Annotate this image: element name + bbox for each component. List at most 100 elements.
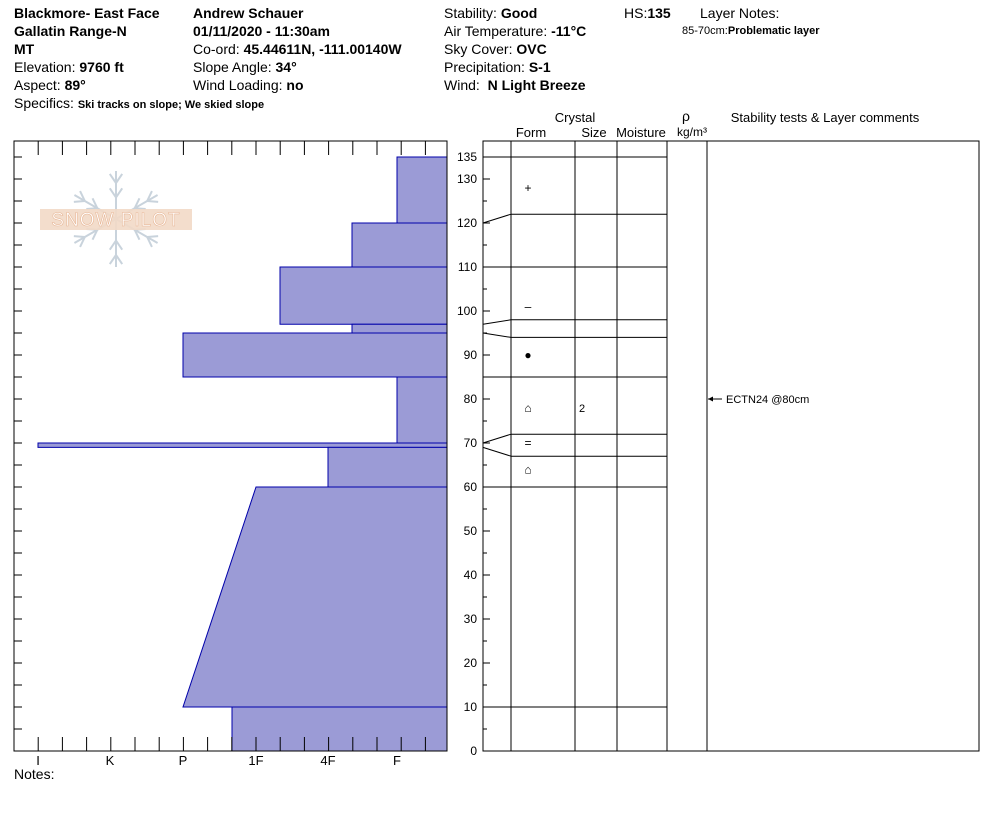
snowflake-branch xyxy=(115,240,124,251)
sky-cover: Sky Cover: OVC xyxy=(444,41,547,57)
stability-test-label: ECTN24 @80cm xyxy=(726,394,809,406)
crystal-form-symbol: = xyxy=(524,436,531,450)
snow-height: HS:135 xyxy=(624,5,671,21)
height-tick-label: 40 xyxy=(464,568,478,582)
hardness-bar xyxy=(231,706,448,752)
hardness-axis-labels: I K P 1F 4F F xyxy=(36,753,401,768)
height-tick-label: 80 xyxy=(464,392,478,406)
stability-tests: ECTN24 @80cm xyxy=(708,394,809,406)
layer-connector xyxy=(482,319,512,325)
crystal-form-symbol: + xyxy=(524,181,531,195)
layer-table xyxy=(482,140,980,752)
col-comments: Stability tests & Layer comments xyxy=(731,110,920,125)
logo-banner xyxy=(40,209,192,230)
snowflake-branch xyxy=(146,190,153,202)
header-middle: Andrew Schauer 01/11/2020 - 11:30am Co-o… xyxy=(193,4,402,94)
layer-notes-label: Layer Notes: xyxy=(700,5,780,21)
snowflake-branch xyxy=(79,236,86,248)
col-form: Form xyxy=(516,125,546,140)
hardness-ticks xyxy=(13,141,426,752)
coordinates: Co-ord: 45.44611N, -111.00140W xyxy=(193,41,402,57)
snowflake-branch xyxy=(91,229,99,241)
snowflake-branch xyxy=(133,197,141,209)
hardness-bar xyxy=(327,446,448,488)
hardness-bar xyxy=(182,332,448,378)
snowflake-branch xyxy=(115,254,124,265)
hardness-label: P xyxy=(179,753,188,768)
height-tick-label: 0 xyxy=(470,744,477,758)
height-tick-label: 120 xyxy=(457,216,477,230)
height-tick-label: 70 xyxy=(464,436,478,450)
wind: Wind: N Light Breeze xyxy=(444,77,586,93)
hardness-frame xyxy=(13,140,448,752)
height-tick-label: 90 xyxy=(464,348,478,362)
layer-note: 85-70cm:Problematic layer xyxy=(682,25,820,37)
stability: Stability: Good xyxy=(444,5,538,21)
hardness-label: K xyxy=(106,753,115,768)
col-rho: ρ xyxy=(682,108,690,124)
precipitation: Precipitation: S-1 xyxy=(444,59,551,75)
logo-text: SNOW PILOT xyxy=(51,210,180,231)
crystal-form-symbol: ⌂ xyxy=(524,462,531,476)
hardness-label: I xyxy=(36,753,40,768)
snowflake-branch xyxy=(73,235,85,238)
state-name: MT xyxy=(14,41,35,57)
height-tick-label: 30 xyxy=(464,612,478,626)
slope-angle: Slope Angle: 34° xyxy=(193,59,297,75)
snowflake-branch xyxy=(73,200,85,203)
height-tick-label: 60 xyxy=(464,480,478,494)
layer-connector xyxy=(482,332,512,338)
height-tick-label: 130 xyxy=(457,172,477,186)
aspect: Aspect: 89° xyxy=(14,77,86,93)
snowflake-icon xyxy=(73,171,159,267)
elevation: Elevation: 9760 ft xyxy=(14,59,124,75)
range-name: Gallatin Range-N xyxy=(14,23,127,39)
snowflake-branch xyxy=(108,187,117,198)
crystal-forms: + – ● ⌂ 2 = ⌂ xyxy=(524,181,585,477)
layer-table-frame xyxy=(482,140,980,752)
header-conditions: Stability: Good Air Temperature: -11°C S… xyxy=(444,4,586,94)
header-left: Blackmore- East Face Gallatin Range-N MT… xyxy=(14,4,264,114)
layer-connector xyxy=(482,213,512,224)
snowflake-branch xyxy=(108,173,117,184)
snowflake-branch xyxy=(91,197,99,209)
air-temperature: Air Temperature: -11°C xyxy=(444,23,587,39)
height-tick-label: 10 xyxy=(464,700,478,714)
hardness-label: F xyxy=(393,753,401,768)
height-tick-label: 50 xyxy=(464,524,478,538)
height-tick-label: 135 xyxy=(457,150,477,164)
crystal-form-symbol: – xyxy=(525,300,532,314)
crystal-size: 2 xyxy=(579,403,585,415)
layer-connector xyxy=(482,446,512,457)
col-crystal: Crystal xyxy=(555,110,596,125)
hardness-bar xyxy=(37,442,448,448)
hardness-bar xyxy=(182,486,448,708)
snowflake-branch xyxy=(147,200,159,203)
stability-arrow xyxy=(708,396,713,402)
snowflake-branch xyxy=(147,235,159,238)
col-density: kg/m³ xyxy=(677,125,707,139)
observation-datetime: 01/11/2020 - 11:30am xyxy=(193,23,331,39)
hardness-bar xyxy=(279,266,448,325)
snowpilot-logo: SNOW PILOT xyxy=(40,171,192,267)
snowflake-branch xyxy=(134,207,146,211)
hardness-bar xyxy=(396,376,448,444)
snowflake-branch xyxy=(108,254,117,265)
hardness-bar xyxy=(351,323,448,334)
crystal-form-symbol: ● xyxy=(524,348,531,362)
notes-label: Notes: xyxy=(14,766,55,782)
col-size: Size xyxy=(581,125,606,140)
snowflake-branch xyxy=(115,187,124,198)
snowflake-branch xyxy=(79,190,86,202)
snowflake-branch xyxy=(146,236,153,248)
layer-connector xyxy=(482,433,512,444)
hardness-bar xyxy=(351,222,448,268)
wind-loading: Wind Loading: no xyxy=(193,77,304,93)
observer-name: Andrew Schauer xyxy=(193,5,304,21)
col-moisture: Moisture xyxy=(616,125,666,140)
snowflake-branch xyxy=(133,229,141,241)
height-axis: 0 10 20 30 40 50 60 70 80 90 100 110 120 130 135 xyxy=(457,141,490,758)
hardness-bar xyxy=(396,156,448,224)
height-tick-label: 100 xyxy=(457,304,477,318)
